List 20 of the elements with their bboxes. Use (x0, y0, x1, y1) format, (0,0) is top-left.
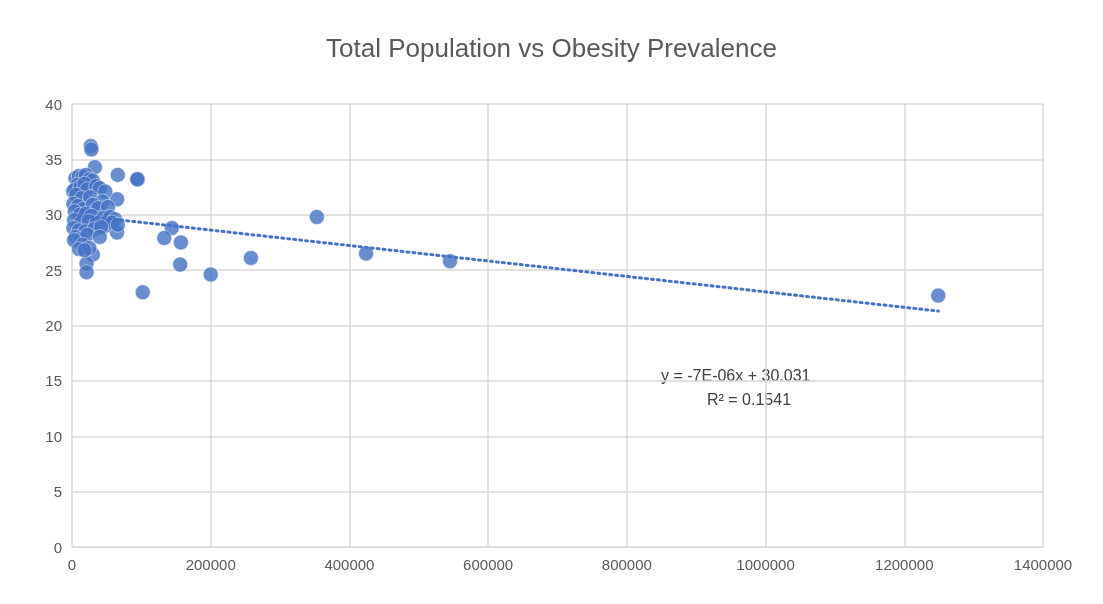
y-tick-label: 15 (45, 372, 62, 390)
y-tick-label: 5 (53, 483, 62, 501)
y-tick-label: 40 (45, 95, 62, 113)
x-tick-label: 1400000 (1013, 556, 1073, 573)
x-tick-label: 200000 (185, 556, 236, 573)
x-tick-label: 800000 (601, 556, 652, 573)
y-tick-label: 25 (45, 261, 62, 279)
x-tick-label: 0 (67, 556, 77, 573)
chart-title: Total Population vs Obesity Prevalence (326, 33, 777, 63)
y-tick-label: 35 (45, 150, 62, 168)
y-tick-label: 20 (45, 317, 62, 334)
x-tick-label: 1000000 (736, 556, 795, 573)
annotation: y = -7E-06x + 30.031 (661, 366, 811, 384)
x-tick-label: 400000 (324, 556, 375, 573)
annotation: R² = 0.1541 (707, 390, 792, 408)
y-tick-label: 30 (45, 206, 62, 224)
y-tick-label: 0 (53, 538, 62, 556)
x-tick-label: 600000 (463, 556, 514, 573)
x-tick-label: 1200000 (875, 556, 934, 573)
y-tick-label: 10 (45, 427, 62, 445)
